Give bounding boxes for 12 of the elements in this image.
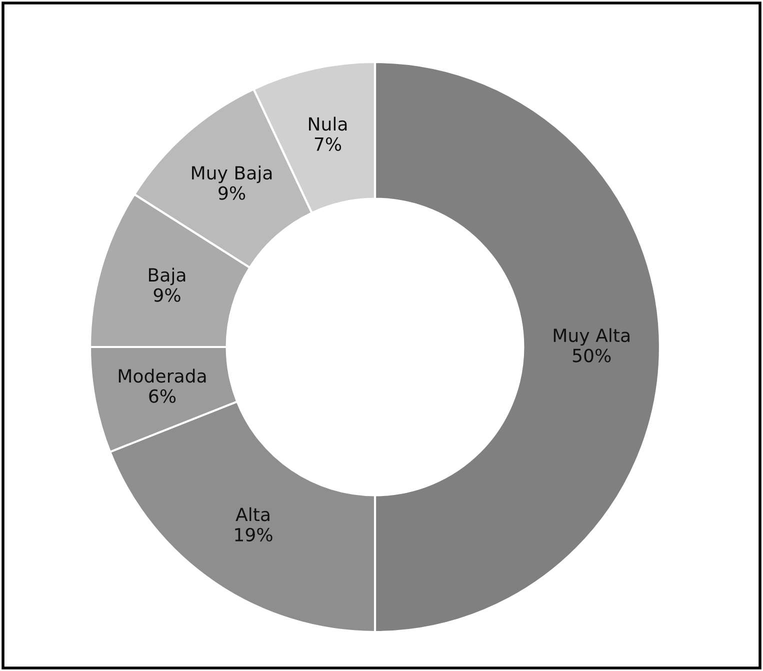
slice-label: Moderada (118, 368, 206, 383)
slice-label: Nula (309, 116, 347, 131)
slice-label: Muy Alta (554, 328, 630, 346)
slice-label: Muy Baja (192, 166, 272, 184)
data-label: 9% (154, 288, 180, 302)
data-label: 6% (149, 389, 176, 403)
slice-label: Alta (236, 507, 270, 522)
data-label: 19% (235, 528, 272, 542)
slice-label: Baja (149, 268, 186, 286)
data-label: 50% (572, 348, 611, 362)
data-label: 7% (314, 137, 342, 151)
data-label: 9% (218, 186, 246, 200)
